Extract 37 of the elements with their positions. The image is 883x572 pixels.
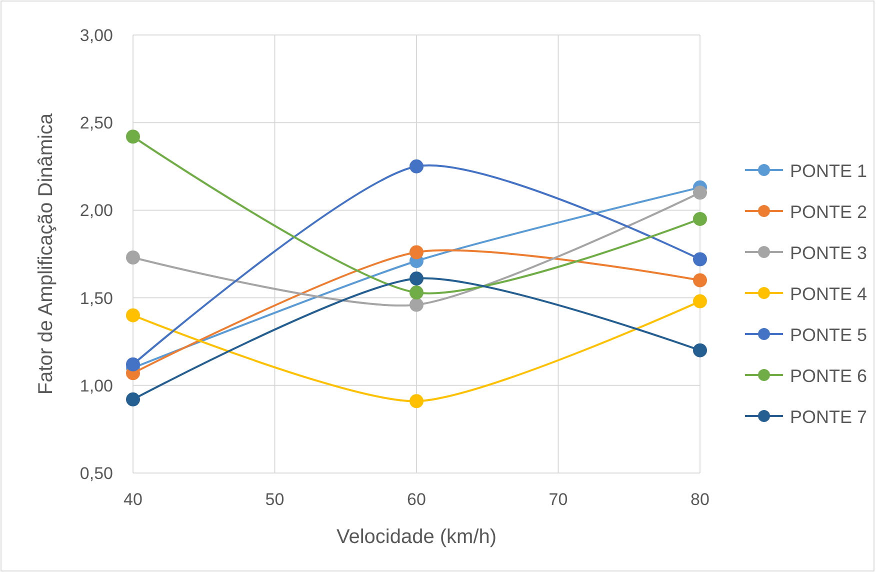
point: [126, 250, 140, 265]
y-tick-label: 0,50: [80, 464, 113, 483]
point: [693, 186, 707, 200]
point: [693, 273, 707, 288]
x-axis-title: Velocidade (km/h): [336, 526, 497, 548]
point: [410, 159, 424, 174]
point: [410, 245, 424, 260]
point: [410, 286, 424, 300]
legend-label: PONTE 4: [790, 284, 868, 304]
y-axis-title: Fator de Amplificação Dinâmica: [35, 112, 57, 395]
y-tick-label: 2,50: [80, 114, 113, 133]
x-tick-label: 40: [124, 490, 142, 509]
point: [126, 130, 140, 144]
point: [126, 392, 140, 406]
legend-label: PONTE 1: [790, 161, 868, 181]
point: [693, 212, 707, 226]
legend-label: PONTE 6: [790, 366, 868, 386]
x-tick-label: 60: [407, 490, 426, 509]
x-tick-label: 80: [690, 490, 710, 509]
x-tick-label: 50: [265, 490, 284, 509]
legend-label: PONTE 5: [790, 325, 868, 345]
point: [410, 298, 424, 312]
point: [693, 343, 707, 358]
y-tick-label: 3,00: [80, 26, 113, 45]
y-tick-label: 1,00: [80, 376, 113, 396]
point: [410, 394, 424, 408]
point: [693, 294, 707, 308]
legend-label: PONTE 2: [790, 202, 868, 222]
x-tick-label: 70: [548, 490, 568, 509]
point: [693, 252, 707, 266]
point: [126, 308, 140, 322]
y-tick-label: 1,50: [80, 288, 113, 308]
point: [126, 357, 140, 372]
point: [410, 272, 424, 286]
legend-label: PONTE 7: [790, 407, 868, 427]
legend-label: PONTE 3: [790, 243, 868, 263]
y-tick-label: 2,00: [80, 201, 113, 220]
